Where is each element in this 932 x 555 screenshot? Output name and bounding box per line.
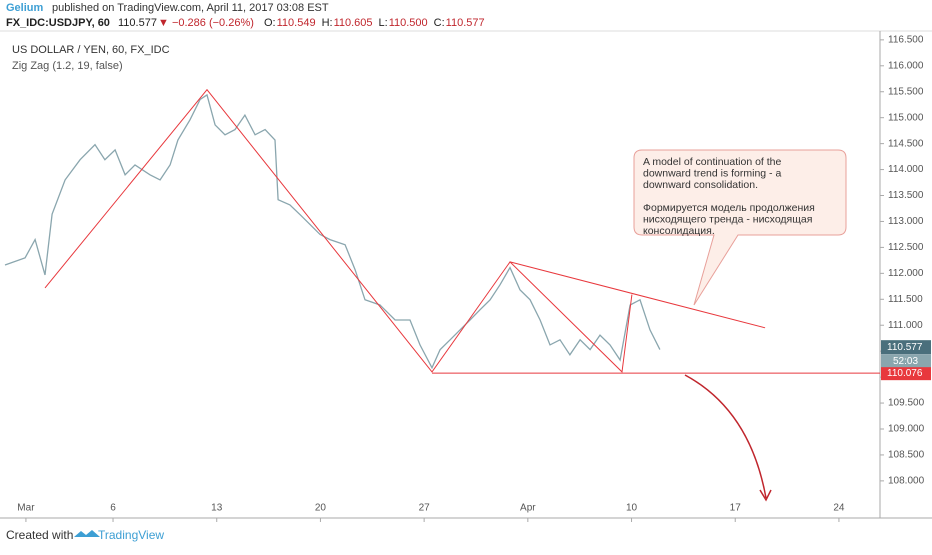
x-tick-label: 24 [833, 503, 845, 514]
y-tick-label: 111.000 [888, 320, 923, 331]
ohlc-value: 110.605 [334, 17, 373, 29]
y-tick-label: 114.500 [888, 138, 924, 149]
ohlc-label: H: [322, 17, 333, 29]
x-tick-label: Mar [17, 503, 35, 514]
footer-brand[interactable]: TradingView [98, 528, 164, 542]
y-tick-label: 116.500 [888, 34, 924, 45]
y-tick-label: 108.500 [888, 450, 925, 461]
y-tick-label: 115.000 [888, 112, 924, 123]
y-tick-label: 108.000 [888, 476, 925, 487]
ohlc-value: 110.549 [277, 17, 316, 29]
callout [633, 149, 847, 306]
drawing-line [509, 261, 766, 329]
y-tick-label: 113.500 [888, 190, 924, 201]
y-tick-label: 111.500 [888, 294, 923, 305]
change: ▼ −0.286 (−0.26%) [158, 17, 254, 29]
ohlc: O: 110.549 H: 110.605 L: 110.500 C: 110.577 [264, 17, 485, 29]
x-tick-label: 20 [315, 503, 327, 514]
drawing-line [44, 88, 633, 373]
level-label: 110.076 [887, 368, 923, 379]
y-tick-label: 116.000 [888, 60, 924, 71]
last-price-tag [881, 340, 931, 355]
y-tick-label: 112.000 [888, 268, 924, 279]
ohlc-value: 110.500 [389, 17, 428, 29]
countdown-tag [881, 354, 931, 368]
logo [74, 530, 100, 537]
y-tick-label: 113.000 [888, 216, 924, 227]
price-line [4, 93, 661, 370]
annotation-line: консолидация. [643, 225, 715, 237]
y-tick-label: 115.500 [888, 86, 924, 97]
y-tick-label: 109.000 [888, 424, 925, 435]
x-tick-label: 27 [419, 503, 431, 514]
last-price-label: 110.577 [887, 342, 923, 353]
chart-title: US DOLLAR / YEN, 60, FX_IDC [12, 44, 170, 56]
ohlc-label: O: [264, 17, 276, 29]
annotation-line: A model of continuation of the [643, 156, 782, 168]
chart-subtitle: Zig Zag (1.2, 19, false) [12, 60, 123, 72]
author[interactable]: Gelium [6, 2, 44, 14]
arrow [684, 374, 767, 499]
published: published on TradingView.com, April 11, … [52, 2, 329, 14]
symbol: FX_IDC:USDJPY, 60 [6, 17, 110, 29]
y-tick-label: 112.500 [888, 242, 924, 253]
arrow-head [759, 489, 772, 502]
level-tag [881, 366, 931, 381]
ohlc-label: L: [379, 17, 388, 29]
ohlc-label: C: [434, 17, 445, 29]
annotation-line: Формируется модель продолжения [643, 202, 815, 214]
footer-created: Created with [6, 528, 73, 542]
last: 110.577 [118, 17, 157, 29]
x-tick-label: 17 [730, 503, 742, 514]
plot [4, 88, 880, 374]
y-tick-label: 114.000 [888, 164, 924, 175]
countdown: 52:03 [893, 356, 918, 367]
annotation-line: нисходящего тренда - нисходящая [643, 213, 812, 225]
y-tick-label: 109.500 [888, 398, 925, 409]
x-tick-label: 6 [110, 503, 116, 514]
x-tick-label: Apr [520, 503, 536, 514]
x-tick-label: 10 [626, 503, 638, 514]
ohlc-value: 110.577 [446, 17, 485, 29]
annotation-line: downward trend is forming - a [643, 167, 781, 179]
x-tick-label: 13 [211, 503, 223, 514]
annotation-line: downward consolidation. [643, 179, 758, 191]
